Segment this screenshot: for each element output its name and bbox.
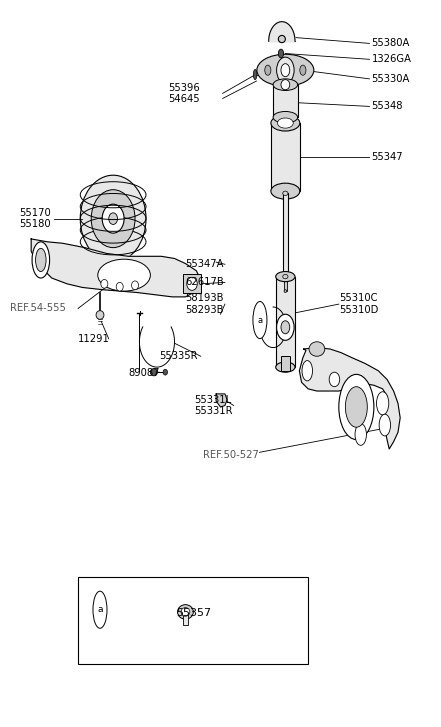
Ellipse shape [271, 183, 300, 199]
Ellipse shape [80, 175, 146, 262]
Ellipse shape [273, 79, 298, 90]
Bar [281, 356, 290, 371]
Text: REF.50-527: REF.50-527 [203, 450, 259, 459]
Text: REF.54-555: REF.54-555 [10, 303, 66, 313]
Ellipse shape [187, 277, 197, 290]
Text: a: a [97, 606, 103, 614]
Ellipse shape [283, 274, 288, 278]
Text: 55347: 55347 [372, 152, 404, 162]
Ellipse shape [283, 191, 288, 196]
Polygon shape [269, 22, 295, 41]
Ellipse shape [300, 65, 306, 76]
Text: 55170
55180: 55170 55180 [19, 208, 51, 230]
Ellipse shape [379, 414, 391, 436]
Polygon shape [216, 394, 227, 407]
Text: REF.54-555: REF.54-555 [10, 303, 66, 313]
Text: a: a [258, 316, 262, 324]
Polygon shape [31, 239, 201, 297]
Ellipse shape [277, 314, 294, 340]
Text: 62617B: 62617B [186, 278, 224, 287]
Text: 55348: 55348 [372, 101, 403, 111]
Ellipse shape [345, 387, 367, 427]
Ellipse shape [109, 213, 117, 225]
Ellipse shape [253, 302, 267, 339]
Text: 55380A: 55380A [372, 39, 410, 49]
Text: 55330A: 55330A [372, 74, 410, 84]
Bar [271, 123, 300, 191]
Ellipse shape [271, 115, 300, 131]
Ellipse shape [302, 361, 313, 381]
Text: 11291: 11291 [78, 334, 110, 344]
Text: 55310C
55310D: 55310C 55310D [339, 293, 378, 315]
Ellipse shape [96, 310, 104, 319]
Ellipse shape [32, 242, 49, 278]
Ellipse shape [377, 392, 389, 415]
Text: 58193B
58293B: 58193B 58293B [186, 293, 224, 315]
Bar [283, 193, 288, 276]
Ellipse shape [309, 342, 325, 356]
Bar [78, 577, 308, 664]
Ellipse shape [329, 372, 340, 387]
Ellipse shape [163, 369, 168, 375]
Text: REF.50-527: REF.50-527 [203, 450, 259, 459]
Ellipse shape [277, 57, 294, 83]
Ellipse shape [257, 55, 314, 86]
Text: 55357: 55357 [177, 608, 212, 618]
Ellipse shape [98, 260, 150, 291]
Ellipse shape [281, 321, 290, 334]
Ellipse shape [265, 65, 271, 76]
Ellipse shape [355, 424, 366, 446]
Ellipse shape [277, 118, 293, 128]
Ellipse shape [131, 281, 138, 289]
Ellipse shape [281, 64, 290, 77]
Ellipse shape [339, 374, 374, 440]
Bar [183, 274, 201, 292]
Ellipse shape [91, 190, 135, 248]
Ellipse shape [93, 591, 107, 628]
Text: 55396
54645: 55396 54645 [168, 83, 200, 104]
Bar [284, 275, 287, 291]
Ellipse shape [284, 289, 287, 292]
Ellipse shape [276, 271, 295, 281]
Ellipse shape [101, 279, 108, 288]
Ellipse shape [254, 70, 257, 79]
Text: 89087: 89087 [128, 368, 160, 378]
Ellipse shape [150, 369, 157, 376]
Ellipse shape [116, 282, 123, 291]
Ellipse shape [281, 79, 290, 89]
Ellipse shape [36, 249, 46, 271]
Ellipse shape [276, 362, 295, 372]
Polygon shape [299, 348, 400, 449]
Text: 55331L
55331R: 55331L 55331R [194, 395, 233, 417]
Text: 1326GA: 1326GA [372, 55, 412, 64]
Ellipse shape [278, 49, 284, 58]
Ellipse shape [102, 204, 124, 233]
Ellipse shape [181, 608, 190, 616]
Ellipse shape [178, 605, 193, 619]
Bar [276, 276, 295, 367]
Bar [273, 84, 298, 117]
Text: 55347A: 55347A [186, 260, 224, 269]
Ellipse shape [273, 111, 298, 123]
Text: 55335R: 55335R [159, 351, 198, 361]
Bar [183, 612, 188, 625]
Ellipse shape [278, 36, 285, 43]
